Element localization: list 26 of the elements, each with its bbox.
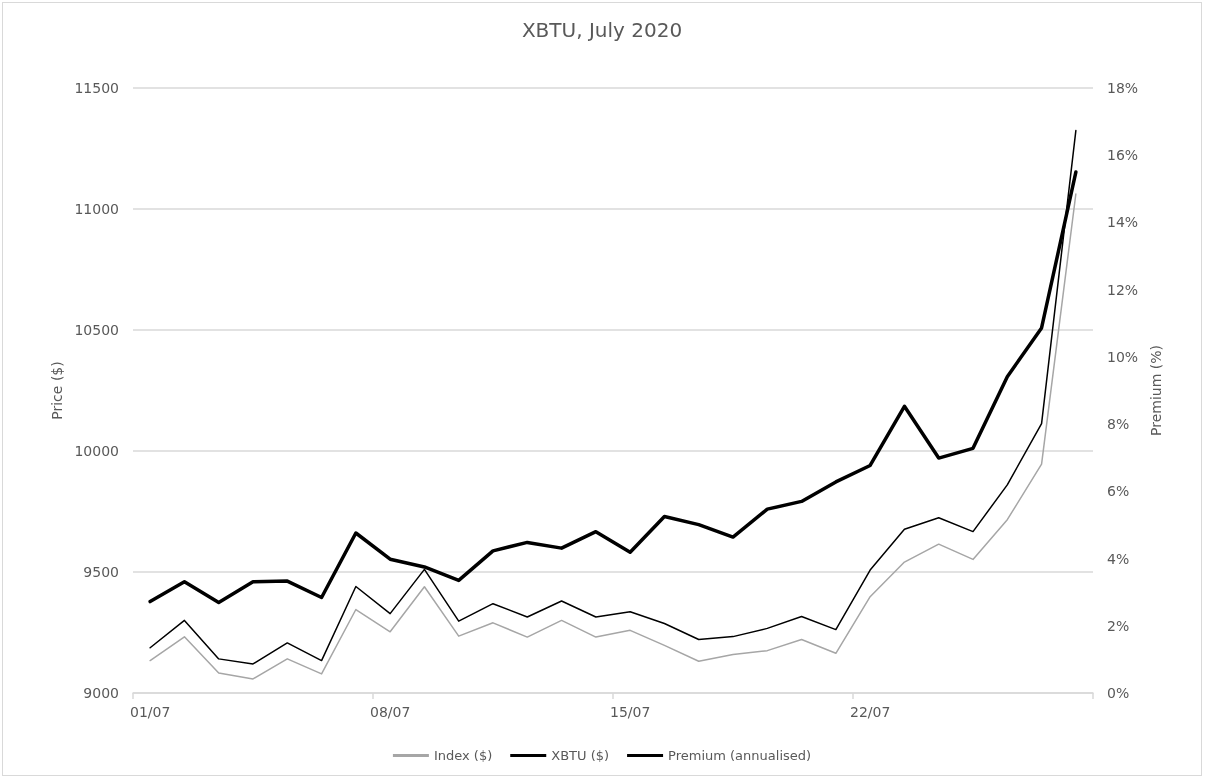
y2-tick-label: 10% xyxy=(1107,348,1139,365)
y-tick-label: 10000 xyxy=(74,443,119,459)
y-tick-label: 11500 xyxy=(74,80,119,96)
y2-tick-label: 18% xyxy=(1107,80,1139,96)
y2-tick-label: 2% xyxy=(1107,617,1130,634)
y-tick-label: 10500 xyxy=(74,322,119,338)
y2-tick-label: 6% xyxy=(1107,483,1130,500)
y2-tick-label: 4% xyxy=(1107,550,1130,567)
x-tick-label: 01/07 xyxy=(129,704,171,720)
chart-title: XBTU, July 2020 xyxy=(521,18,683,42)
x-tick-label: 15/07 xyxy=(609,704,651,720)
y2-axis-title: Premium (%) xyxy=(1148,345,1165,436)
y2-tick-label: 0% xyxy=(1107,685,1130,701)
legend-label: Index ($) xyxy=(433,748,493,763)
y-tick-label: 11000 xyxy=(74,201,119,217)
legend-label: XBTU ($) xyxy=(551,748,610,763)
y2-tick-label: 12% xyxy=(1107,281,1139,298)
x-tick-label: 22/07 xyxy=(849,704,891,720)
y-tick-label: 9000 xyxy=(83,685,119,701)
y2-tick-label: 14% xyxy=(1107,214,1139,231)
y2-tick-label: 8% xyxy=(1107,416,1130,433)
y-tick-label: 9500 xyxy=(83,564,119,580)
x-tick-label: 08/07 xyxy=(369,704,411,720)
y-axis-title: Price ($) xyxy=(48,361,65,420)
y2-tick-label: 16% xyxy=(1107,147,1139,164)
legend-label: Premium (annualised) xyxy=(668,748,812,763)
